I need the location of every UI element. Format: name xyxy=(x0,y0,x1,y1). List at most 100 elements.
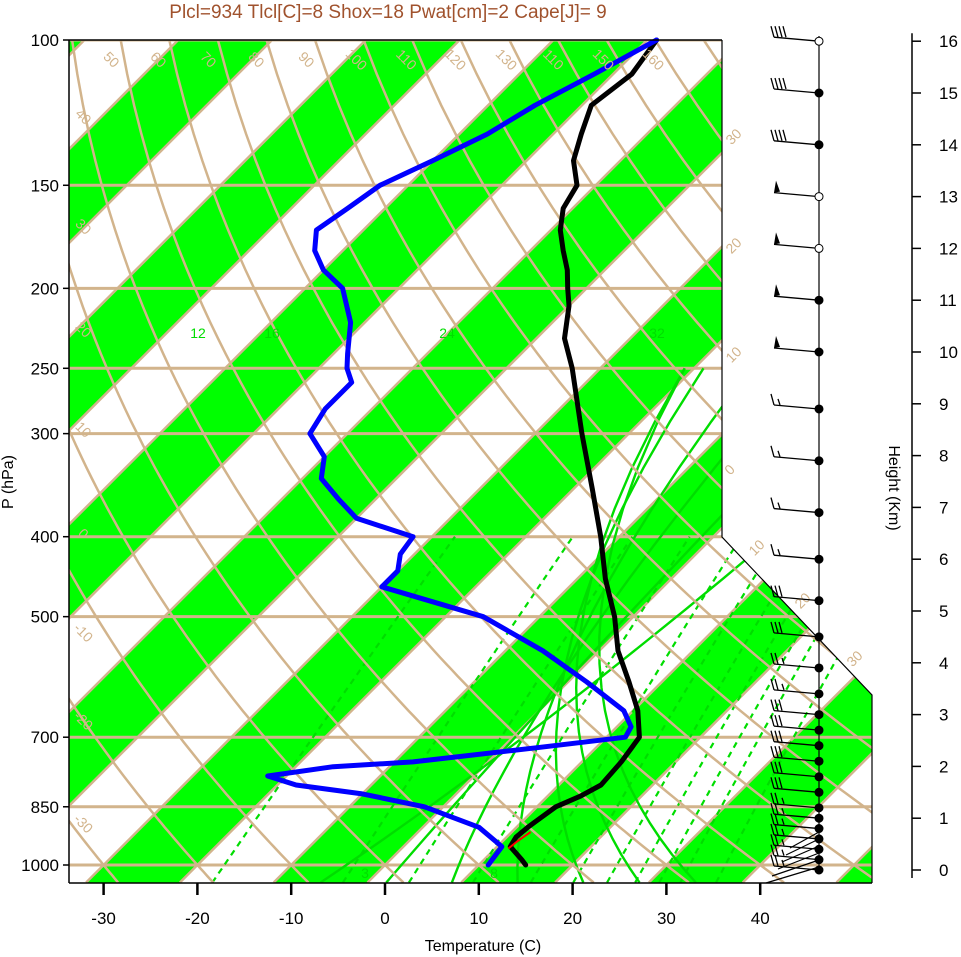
wind-barb-staff xyxy=(773,140,820,146)
mixing-ratio-label: 12 xyxy=(190,325,206,341)
wind-barb-half-feather xyxy=(781,657,785,665)
isotherm-line xyxy=(69,40,742,714)
wind-barb-station xyxy=(814,689,824,699)
x-axis-title: Temperature (C) xyxy=(425,938,541,955)
moist-adiabat xyxy=(574,367,686,883)
wind-barb-station xyxy=(814,741,824,751)
wind-barb-feather xyxy=(774,844,779,856)
height-tick-label: 3 xyxy=(939,706,948,725)
x-tick-label: 40 xyxy=(751,909,770,928)
wind-barb-feather xyxy=(770,26,775,38)
height-tick-label: 5 xyxy=(939,602,948,621)
wind-barb-low-level xyxy=(771,859,820,877)
wind-barb-feather xyxy=(774,26,779,38)
y-tick-label: 300 xyxy=(31,425,59,444)
wind-barb-half-feather xyxy=(777,548,781,556)
height-tick-label: 11 xyxy=(939,291,957,310)
wind-barb-feather xyxy=(774,129,779,141)
wind-barb-staff xyxy=(773,803,820,809)
dry-adiabat xyxy=(411,40,872,624)
dewpoint-trace xyxy=(265,37,660,868)
wind-barb-feather xyxy=(770,761,775,773)
wind-barb-feather xyxy=(774,678,779,691)
height-tick-label: 8 xyxy=(939,447,948,466)
isotherm-line xyxy=(69,40,836,808)
y-tick-label: 400 xyxy=(31,528,59,547)
x-tick-label: 20 xyxy=(563,909,582,928)
wind-barb-feather xyxy=(770,393,775,406)
isotherm-line xyxy=(648,657,872,883)
x-tick-label: -10 xyxy=(279,909,304,928)
dry-adiabat xyxy=(459,40,872,562)
wind-barb-feather xyxy=(778,761,783,773)
wind-barb-feather xyxy=(770,621,775,634)
wind-barb-station xyxy=(814,632,824,642)
wind-barb-half-feather xyxy=(781,828,785,836)
wind-barb-feather xyxy=(778,699,783,711)
parcel-trace xyxy=(507,831,532,850)
wind-barb-station xyxy=(814,295,824,305)
y-tick-label: 850 xyxy=(31,798,59,817)
wind-barb-feather xyxy=(782,26,787,38)
wind-barb-pennant xyxy=(774,180,780,193)
wind-barb-half-feather xyxy=(777,450,781,457)
wind-barb-half-feather xyxy=(781,683,785,691)
wind-barb-feather xyxy=(770,445,775,457)
wind-barb-feather xyxy=(770,497,775,509)
wind-barb-feather xyxy=(770,699,775,711)
height-tick-label: 7 xyxy=(939,498,948,517)
moist-adiabat xyxy=(554,367,705,883)
wind-barb-low-level xyxy=(781,845,820,863)
wind-barb-feather xyxy=(774,854,779,867)
y-axis-title: P (hPa) xyxy=(0,455,17,509)
isotherm-line xyxy=(69,40,555,527)
wind-barb-staff xyxy=(773,787,820,793)
wind-barb-group xyxy=(765,26,820,884)
wind-barb-feather xyxy=(774,813,779,825)
wind-barb-station xyxy=(814,725,824,735)
wind-barb-pennant xyxy=(774,232,780,245)
y-tick-label: 200 xyxy=(31,279,59,298)
dry-adiabat xyxy=(69,818,120,883)
mixing-ratio-line xyxy=(529,536,743,883)
height-tick-label: 9 xyxy=(939,395,948,414)
wind-barb-staff xyxy=(773,689,820,695)
x-tick-label: -20 xyxy=(185,909,210,928)
wind-barb-half-feather xyxy=(781,859,785,867)
wind-barb-feather xyxy=(778,129,783,141)
y-tick-label: 1000 xyxy=(21,856,59,875)
wind-barb-station xyxy=(814,813,824,823)
wind-barb-station xyxy=(814,834,824,844)
height-tick-label: 0 xyxy=(939,861,948,880)
wind-barb-station xyxy=(814,88,824,98)
mixing-ratio-line xyxy=(715,594,872,883)
dry-adiabat xyxy=(265,40,872,814)
dry-adiabat xyxy=(70,40,595,883)
temperature-trace xyxy=(507,37,660,868)
wind-barb-staff xyxy=(773,295,820,301)
wind-barb-staff xyxy=(773,741,820,747)
wind-barb-station xyxy=(814,192,824,202)
wind-barb-feather xyxy=(770,652,775,665)
wind-barb-feather xyxy=(778,730,783,742)
wind-barb-station xyxy=(814,404,824,414)
mixing-ratio-line xyxy=(211,536,456,883)
y-tick-label: 250 xyxy=(31,359,59,378)
wind-barb-staff xyxy=(773,663,820,669)
wind-barb-station xyxy=(814,855,824,865)
wind-barb-feather xyxy=(770,777,775,789)
wind-area-boundary xyxy=(721,40,873,883)
wind-barb-feather xyxy=(778,26,783,38)
wind-barb-station xyxy=(814,554,824,564)
wind-barb-staff xyxy=(773,756,820,762)
dry-adiabat xyxy=(313,40,872,750)
y-tick-label: 500 xyxy=(31,608,59,627)
isotherm-line xyxy=(179,188,872,883)
wind-barb-staff xyxy=(773,632,820,638)
height-tick-label: 13 xyxy=(939,188,958,207)
wind-barb-low-level xyxy=(765,866,820,884)
wind-barb-station xyxy=(814,844,824,854)
wind-barb-station xyxy=(814,508,824,518)
